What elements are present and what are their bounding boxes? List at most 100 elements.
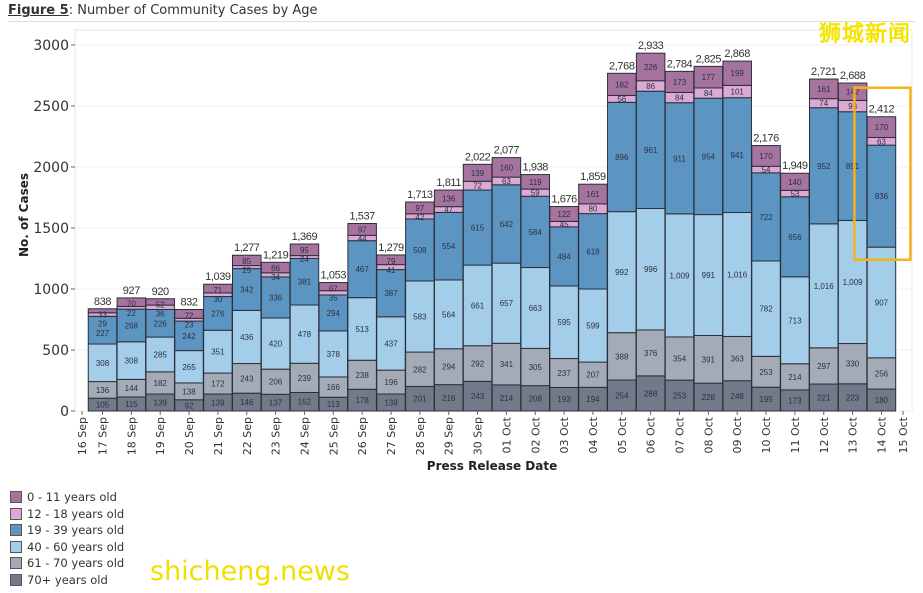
- total-label: 2,721: [811, 66, 837, 78]
- data-label: 954: [702, 152, 716, 161]
- data-label: 292: [471, 360, 485, 369]
- bar-segment: [664, 102, 695, 215]
- data-label: 294: [442, 363, 456, 372]
- legend-label: 19 - 39 years old: [27, 523, 125, 538]
- data-label: 97: [415, 204, 424, 213]
- data-label: 388: [615, 352, 629, 361]
- data-label: 182: [615, 80, 629, 89]
- data-label: 896: [615, 153, 629, 162]
- total-label: 1,859: [580, 171, 606, 183]
- bar-segment: [347, 222, 377, 236]
- bar-segment: [866, 357, 897, 390]
- data-label: 92: [185, 401, 194, 410]
- bar-segment: [462, 380, 493, 412]
- bar-segment: [693, 97, 724, 216]
- data-label: 513: [355, 325, 369, 334]
- data-label: 139: [154, 399, 168, 408]
- data-label: 152: [298, 398, 312, 407]
- bar-segment: [491, 262, 522, 344]
- bar-segment: [549, 226, 579, 287]
- x-tick-label: 15 Oct: [897, 416, 910, 453]
- data-label: 615: [471, 224, 485, 233]
- data-label: 72: [185, 311, 194, 320]
- data-label: 136: [442, 194, 456, 203]
- bar-segment: [232, 363, 262, 394]
- data-label: 45: [560, 220, 569, 229]
- bar-segment: [491, 384, 522, 412]
- x-tick-label: 21 Sep: [212, 417, 225, 455]
- data-label: 139: [384, 399, 398, 408]
- data-label: 85: [242, 257, 251, 266]
- data-label: 178: [355, 396, 369, 405]
- total-label: 2,688: [840, 70, 866, 82]
- data-label: 30: [213, 295, 222, 304]
- data-label: 656: [788, 233, 802, 242]
- data-label: 436: [240, 333, 254, 342]
- y-tick-label: 1500: [33, 221, 69, 237]
- y-tick-label: 500: [42, 343, 69, 359]
- y-tick-label: 0: [60, 404, 69, 420]
- x-tick-label: 17 Sep: [97, 417, 110, 455]
- data-label: 79: [387, 257, 396, 266]
- legend-swatch: [10, 524, 22, 537]
- data-label: 268: [125, 321, 139, 330]
- bar-segment: [462, 189, 493, 266]
- bar-segment: [289, 258, 320, 306]
- legend-label: 61 - 70 years old: [27, 556, 125, 571]
- x-tick-label: 16 Sep: [76, 417, 89, 455]
- data-label: 911: [673, 154, 686, 163]
- bar-segment: [145, 336, 175, 373]
- bar-segment: [260, 368, 291, 395]
- bar-segment: [145, 298, 175, 306]
- bar-segment: [866, 246, 897, 359]
- x-tick-label: 30 Sep: [472, 417, 485, 455]
- x-tick-label: 20 Sep: [183, 417, 196, 455]
- data-label: 308: [125, 357, 139, 366]
- x-tick-label: 14 Oct: [875, 416, 888, 453]
- data-label: 583: [413, 313, 427, 322]
- bar-segment: [376, 269, 406, 318]
- bar-segment: [318, 330, 349, 378]
- bar-segment: [405, 280, 435, 353]
- x-tick-label: 26 Sep: [356, 417, 369, 455]
- bar-segment: [780, 196, 810, 278]
- data-label: 22: [127, 309, 136, 318]
- bar-segment: [722, 97, 752, 214]
- data-label: 138: [182, 387, 196, 396]
- total-label: 1,279: [378, 242, 404, 254]
- total-label: 1,277: [234, 242, 260, 254]
- total-label: 2,784: [667, 58, 693, 70]
- data-label: 387: [384, 289, 398, 298]
- data-label: 243: [471, 392, 485, 401]
- watermark-bottom-left: shicheng.news: [150, 556, 350, 587]
- data-label: 35: [329, 293, 338, 302]
- data-label: 991: [702, 271, 716, 280]
- data-label: 961: [644, 146, 658, 155]
- bar-segment: [751, 145, 781, 167]
- data-label: 663: [529, 304, 543, 313]
- data-label: 208: [529, 394, 543, 403]
- x-tick-label: 13 Oct: [847, 416, 860, 453]
- y-tick-label: 1000: [33, 282, 69, 298]
- y-tick-label: 3000: [33, 38, 69, 54]
- legend: 0 - 11 years old 12 - 18 years old 19 - 39…: [10, 489, 124, 588]
- total-label: 2,077: [494, 145, 520, 157]
- bar-segment: [491, 342, 522, 386]
- bar-segment: [664, 213, 695, 338]
- bar-segment: [347, 359, 377, 390]
- data-label: 182: [154, 379, 168, 388]
- data-label: 23: [185, 320, 194, 329]
- data-label: 484: [557, 252, 571, 261]
- data-label: 223: [846, 393, 860, 402]
- data-label: 376: [644, 349, 658, 358]
- data-label: 206: [269, 378, 283, 387]
- data-label: 139: [471, 169, 485, 178]
- data-label: 105: [96, 401, 110, 410]
- data-label: 122: [557, 210, 571, 219]
- data-label: 136: [96, 386, 110, 395]
- data-label: 265: [182, 363, 196, 372]
- total-label: 1,369: [292, 231, 318, 243]
- data-label: 297: [817, 362, 831, 371]
- legend-swatch: [10, 507, 22, 520]
- data-label: 363: [731, 355, 745, 364]
